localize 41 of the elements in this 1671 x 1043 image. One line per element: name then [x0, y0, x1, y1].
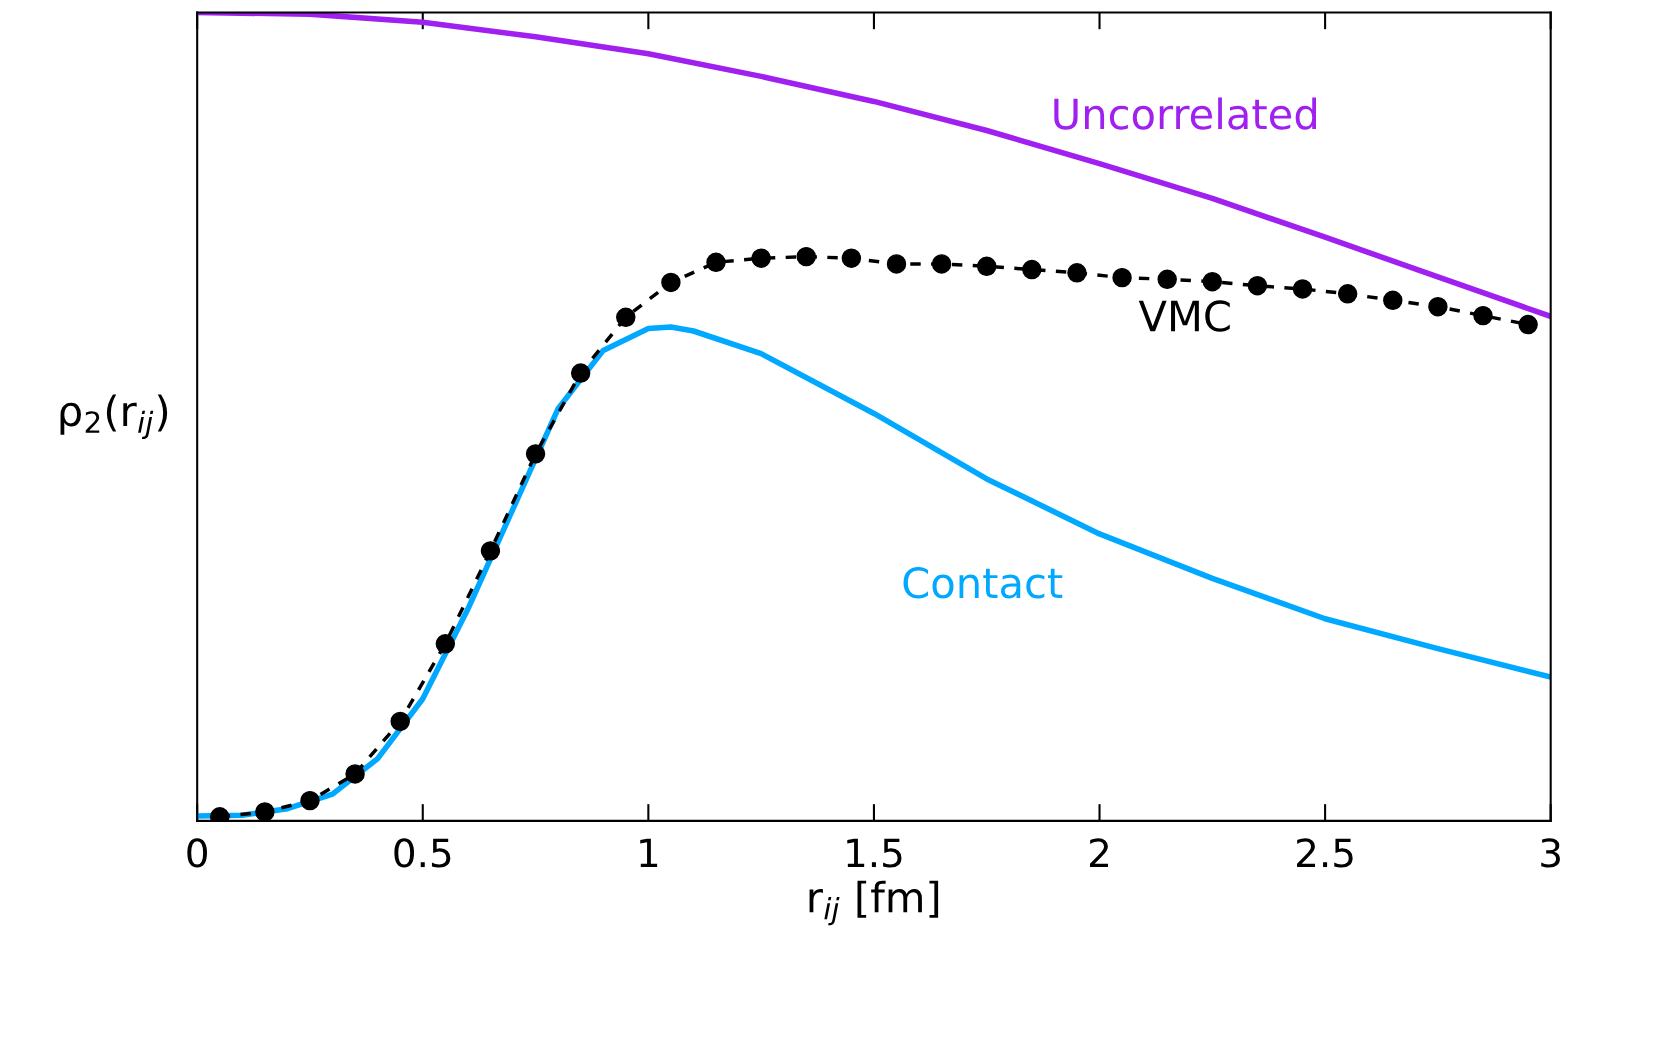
point — [1247, 276, 1268, 296]
point — [706, 252, 726, 273]
point — [661, 272, 681, 293]
point — [435, 634, 456, 654]
y-axis-title: ρ$_{2}$(r$_{ij}$) — [60, 394, 168, 439]
point — [977, 256, 997, 277]
point — [616, 307, 636, 327]
point — [1518, 314, 1538, 335]
x-tick-label: 2.5 — [1297, 838, 1353, 868]
point — [1473, 305, 1493, 326]
point — [751, 248, 771, 268]
point — [931, 254, 952, 274]
point — [1428, 297, 1448, 317]
point — [255, 802, 275, 821]
point — [1022, 259, 1042, 280]
point — [1112, 267, 1132, 288]
point — [1067, 263, 1087, 283]
x-axis-title: r$_{ij}$ [fm] — [809, 880, 939, 926]
point — [300, 790, 320, 811]
x-tick-label: 3 — [1541, 838, 1560, 868]
point — [1202, 271, 1223, 292]
point — [1383, 290, 1403, 311]
x-tick-label: 1 — [640, 838, 658, 868]
point — [1157, 269, 1177, 289]
point — [1292, 279, 1313, 299]
point — [841, 248, 862, 268]
x-tick-label: 1.5 — [847, 838, 902, 868]
x-tick-label: 0.5 — [394, 838, 451, 868]
point — [345, 764, 365, 784]
series-label: VMC — [1138, 300, 1230, 332]
point — [796, 246, 816, 267]
point — [480, 541, 501, 561]
series-label: Contact — [903, 567, 1063, 599]
point — [1337, 284, 1358, 304]
point — [570, 363, 591, 383]
x-tick-label: 2 — [1090, 838, 1108, 868]
x-tick-label: 0 — [187, 838, 207, 868]
point — [525, 444, 546, 464]
point — [886, 254, 907, 274]
series-label: Uncorrelated — [1054, 97, 1316, 130]
point — [390, 711, 410, 732]
